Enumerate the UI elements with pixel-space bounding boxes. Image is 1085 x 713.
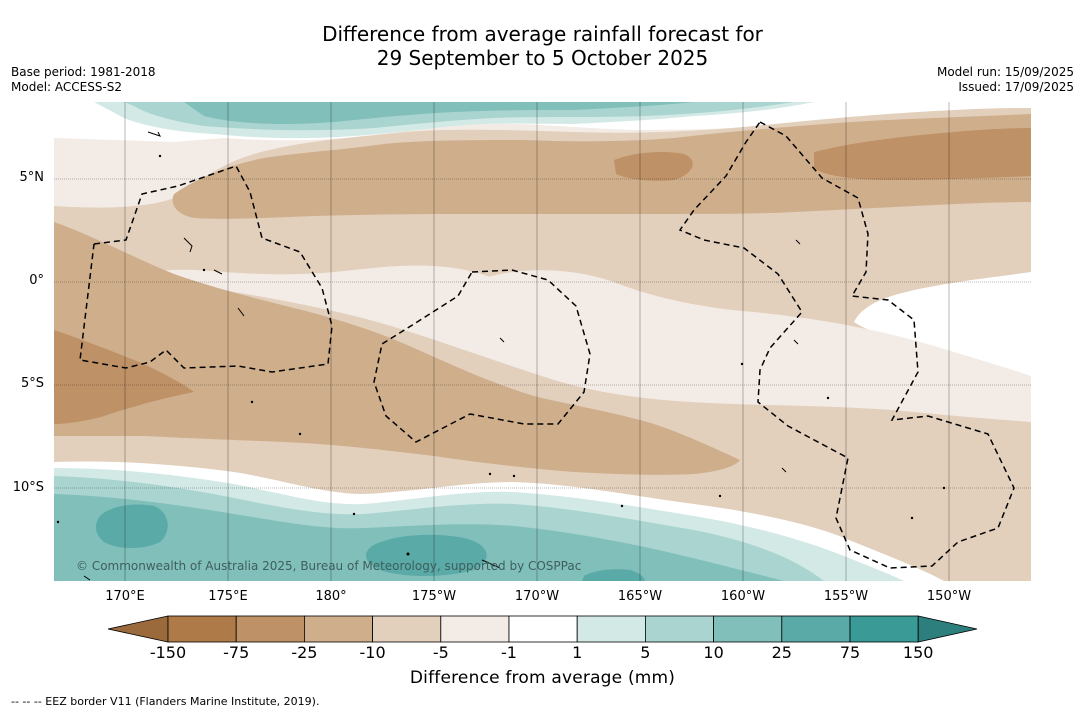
copyright-text: © Commonwealth of Australia 2025, Bureau… [76,559,581,573]
graticule [54,102,1031,581]
colorbar-tick-label: -1 [501,643,517,662]
lon-label-150w: 150°W [926,589,972,604]
lon-label-165w: 165°W [617,589,663,604]
lon-label-175e: 175°E [208,589,248,604]
map-title-line2: 29 September to 5 October 2025 [376,46,709,70]
south-teal-patch-2 [365,534,487,576]
colorbar-tick-label: 25 [771,643,792,662]
lat-label-10s: 10°S [12,480,44,495]
colorbar-tick-label: -5 [432,643,449,662]
lon-label-180: 180° [315,589,347,604]
colorbar-tick-label: -150 [149,643,187,662]
colorbar-tick-label: -75 [223,643,250,662]
islands [83,131,801,581]
lon-label-170w: 170°W [514,589,560,604]
south-tan-mid [54,222,740,475]
lon-label-175w: 175°W [411,589,457,604]
south-teal-patch-1 [95,504,168,548]
south-teal-patch-3 [582,569,645,581]
colorbar-label: Difference from average (mm) [409,668,676,688]
model-run: Model run: 15/09/2025 [936,65,1074,79]
colorbar-tick-label: 150 [902,643,934,662]
rainfall-anomaly-map: © Commonwealth of Australia 2025, Bureau… [54,102,1031,581]
colorbar-swatch [781,615,851,643]
colorbar-tick-label: -25 [291,643,318,662]
issued-date: Issued: 17/09/2025 [958,80,1074,94]
south-tan-dark [54,330,194,424]
colorbar-swatch [508,615,578,643]
colorbar-tick-label: -10 [359,643,386,662]
map-title-line1: Difference from average rainfall forecas… [322,22,763,46]
colorbar-tick-label: 5 [640,643,651,662]
central-white-patch [484,270,1031,422]
north-teal-dark [184,102,694,124]
eez-borders [79,121,1015,569]
east-white-patch [854,272,1031,388]
colorbar-swatch [576,615,646,643]
base-period: Base period: 1981-2018 [11,65,156,79]
colorbar-tick-label: 10 [703,643,724,662]
colorbar-swatches [107,615,978,643]
meta-right: Model run: 15/09/2025 Issued: 17/09/2025 [937,65,1074,95]
colorbar-swatch [303,615,373,643]
colorbar-swatch [440,615,510,643]
lon-label-155w: 155°W [823,589,869,604]
colorbar-swatch [645,615,715,643]
colorbar-swatch [713,615,783,643]
model-name: Model: ACCESS-S2 [11,80,123,94]
colorbar-tick-label: 75 [839,643,861,662]
colorbar-extend-low [107,615,169,643]
lon-label-170e: 170°E [105,589,145,604]
colorbar-tick-label: 1 [572,643,583,662]
colorbar-swatch [372,615,442,643]
meta-left: Base period: 1981-2018 Model: ACCESS-S2 [11,65,156,95]
north-tan-dark-center [614,152,693,181]
colorbar [107,615,978,643]
colorbar-swatch [849,615,919,643]
north-tan-dark-east [814,128,1031,180]
colorbar-swatch [235,615,305,643]
eez-legend-note: -- -- -- EEZ border V11 (Flanders Marine… [11,695,320,708]
eez-line-islands [678,121,1015,569]
north-tan-mid [172,114,1031,219]
island-dots [56,154,946,556]
colorbar-swatch [167,615,237,643]
lat-label-5n: 5°N [19,170,45,185]
lon-label-160w: 160°W [720,589,766,604]
lat-label-0: 0° [29,273,44,288]
lat-label-5s: 5°S [20,376,44,391]
colorbar-extend-high [917,615,978,643]
